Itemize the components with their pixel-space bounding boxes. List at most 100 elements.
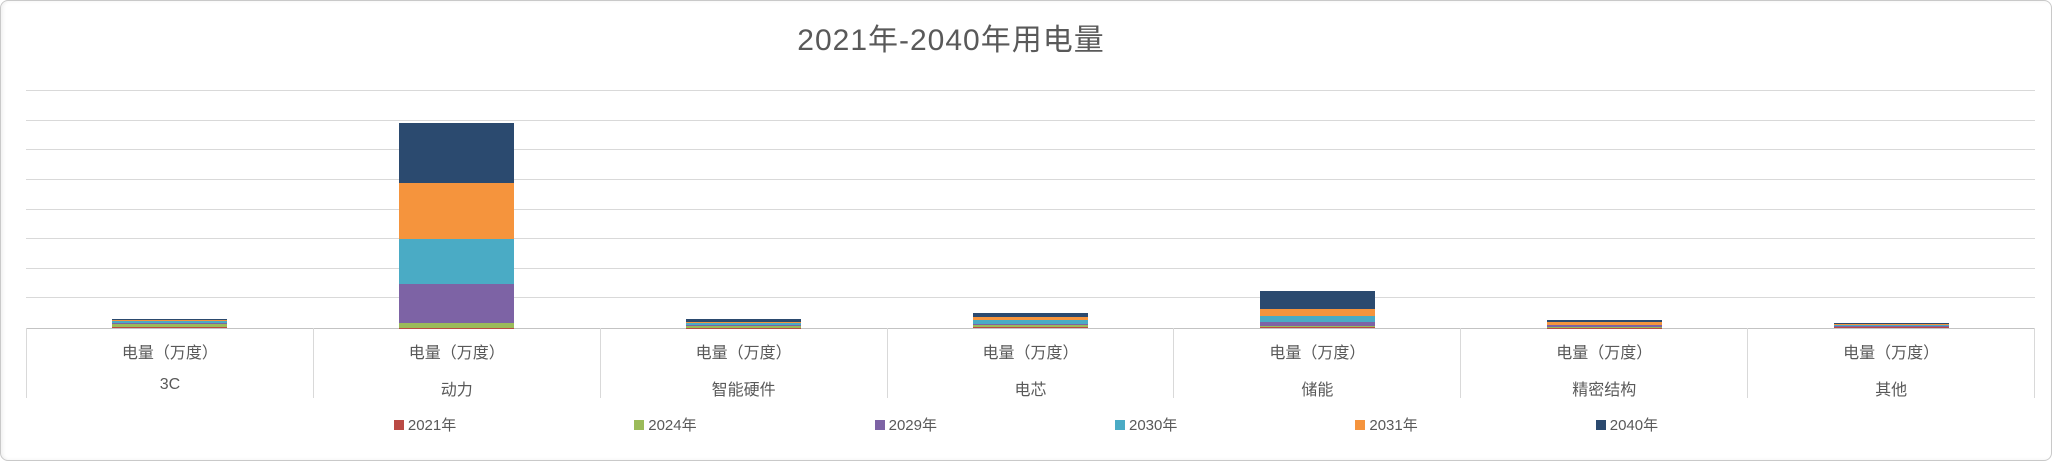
gridline	[26, 119, 2035, 121]
gridline	[26, 90, 2035, 91]
gridline	[26, 149, 2035, 151]
bar-segment-2024年-智能硬件[interactable]	[686, 325, 801, 328]
bar-segment-2030年-3C[interactable]	[112, 320, 227, 323]
bar-column-智能硬件	[600, 91, 887, 328]
legend-item-2021年[interactable]: 2021年	[393, 414, 457, 435]
bar-segment-2031年-动力[interactable]	[399, 183, 514, 239]
category-unit-label: 电量（万度）	[695, 345, 792, 362]
bar-segment-2040年-储能[interactable]	[1260, 291, 1375, 310]
bar-segment-2040年-精密结构[interactable]	[1547, 320, 1662, 323]
legend-item-2024年[interactable]: 2024年	[634, 414, 697, 435]
bar-segment-2031年-储能[interactable]	[1260, 309, 1375, 317]
bar-segment-2030年-精密结构[interactable]	[1547, 324, 1662, 326]
bar-stack-电芯	[973, 312, 1088, 328]
bar-segment-2024年-电芯[interactable]	[973, 325, 1088, 328]
bar-segment-2030年-电芯[interactable]	[973, 320, 1088, 325]
bar-segment-2029年-其他[interactable]	[1834, 325, 1949, 327]
category-unit-label: 电量（万度）	[408, 345, 505, 362]
bar-segment-2029年-电芯[interactable]	[973, 324, 1088, 326]
bar-segment-2040年-其他[interactable]	[1834, 323, 1949, 324]
bar-segment-2040年-电芯[interactable]	[973, 312, 1088, 318]
bar-segment-2029年-精密结构[interactable]	[1547, 325, 1662, 328]
category-unit-label: 电量（万度）	[121, 345, 218, 362]
bar-segment-2024年-3C[interactable]	[112, 323, 227, 328]
bar-stack-动力	[399, 123, 514, 328]
legend-swatch-icon	[1115, 419, 1125, 430]
bar-segment-2021年-其他[interactable]	[1834, 327, 1949, 328]
category-name-label: 动力	[440, 382, 473, 399]
bar-segment-2030年-动力[interactable]	[399, 238, 514, 284]
bar-segment-2029年-智能硬件[interactable]	[686, 325, 801, 326]
bar-segment-2029年-动力[interactable]	[399, 283, 514, 323]
legend-swatch-icon	[393, 419, 404, 430]
bar-segment-2029年-3C[interactable]	[112, 323, 227, 324]
bar-segment-2024年-储能[interactable]	[1260, 325, 1375, 328]
legend: 2021年 2024年 2029年 2030年 2031年 2040年	[1, 414, 2051, 435]
bar-segment-2031年-电芯[interactable]	[973, 317, 1088, 321]
bar-segment-2031年-智能硬件[interactable]	[686, 322, 801, 323]
bar-column-动力	[313, 91, 600, 328]
bar-segment-2024年-其他[interactable]	[1834, 326, 1949, 328]
bar-stack-其他	[1834, 323, 1949, 328]
legend-item-2031年[interactable]: 2031年	[1355, 414, 1418, 435]
category-cell-精密结构: 电量（万度） 精密结构	[1461, 328, 1749, 399]
bar-segment-2021年-3C[interactable]	[112, 327, 227, 328]
legend-label: 2040年	[1609, 417, 1659, 434]
bar-segment-2040年-3C[interactable]	[112, 318, 227, 321]
category-axis-labels: 电量（万度） 3C 电量（万度） 动力 电量（万度） 智能硬件 电量（万度） 电芯 电量（万度）…	[26, 328, 2036, 399]
bar-segment-2040年-动力[interactable]	[399, 123, 514, 184]
category-unit-label: 电量（万度）	[982, 345, 1079, 362]
bar-stack-精密结构	[1547, 320, 1662, 328]
legend-swatch-icon	[1595, 419, 1606, 430]
category-unit-label: 电量（万度）	[1556, 345, 1653, 362]
category-cell-储能: 电量（万度） 储能	[1174, 328, 1462, 399]
category-cell-其他: 电量（万度） 其他	[1748, 328, 2036, 399]
category-name-label: 储能	[1301, 382, 1334, 399]
legend-swatch-icon	[634, 419, 645, 430]
gridline	[26, 208, 2035, 210]
category-unit-label: 电量（万度）	[1843, 345, 1940, 362]
category-cell-动力: 电量（万度） 动力	[314, 328, 601, 399]
bar-column-3C	[26, 91, 313, 328]
bar-segment-2031年-精密结构[interactable]	[1547, 322, 1662, 325]
bar-segment-2031年-其他[interactable]	[1834, 323, 1949, 326]
bar-segment-2030年-其他[interactable]	[1834, 325, 1949, 326]
bar-segment-2021年-电芯[interactable]	[973, 327, 1088, 328]
category-unit-label: 电量（万度）	[1269, 345, 1366, 362]
legend-label: 2030年	[1129, 417, 1178, 434]
category-cell-智能硬件: 电量（万度） 智能硬件	[601, 328, 888, 399]
legend-item-2030年[interactable]: 2030年	[1115, 414, 1177, 435]
legend-label: 2021年	[407, 417, 457, 434]
chart-title: 2021年-2040年用电量	[797, 24, 1105, 57]
bar-stack-3C	[112, 318, 227, 328]
bar-segment-2030年-智能硬件[interactable]	[686, 322, 801, 326]
legend-swatch-icon	[874, 419, 885, 430]
category-name-label: 其他	[1875, 382, 1908, 399]
gridline	[26, 297, 2035, 299]
bar-segment-2021年-储能[interactable]	[1260, 327, 1375, 328]
category-name-label: 智能硬件	[711, 382, 776, 399]
legend-item-2029年[interactable]: 2029年	[874, 414, 937, 435]
bar-stack-储能	[1260, 291, 1375, 328]
category-name-label: 3C	[159, 376, 181, 393]
category-axis-line	[26, 328, 2035, 329]
bar-column-电芯	[887, 91, 1174, 328]
bar-segment-2029年-储能[interactable]	[1260, 322, 1375, 326]
gridline	[26, 238, 2035, 240]
category-cell-3C: 电量（万度） 3C	[26, 328, 314, 398]
legend-label: 2024年	[648, 417, 697, 434]
category-name-label: 精密结构	[1572, 382, 1637, 399]
bar-segment-2031年-3C[interactable]	[112, 320, 227, 321]
legend-label: 2029年	[888, 417, 937, 434]
bar-segment-2024年-动力[interactable]	[399, 322, 514, 328]
bar-stack-智能硬件	[686, 319, 801, 328]
category-name-label: 电芯	[1014, 382, 1047, 399]
gridline	[26, 178, 2035, 180]
bar-column-储能	[1174, 91, 1461, 328]
bar-segment-2030年-储能[interactable]	[1260, 316, 1375, 323]
legend-label: 2031年	[1369, 417, 1418, 434]
legend-item-2040年[interactable]: 2040年	[1595, 414, 1659, 435]
bar-segment-2040年-智能硬件[interactable]	[686, 319, 801, 323]
bars-area	[26, 91, 2035, 328]
